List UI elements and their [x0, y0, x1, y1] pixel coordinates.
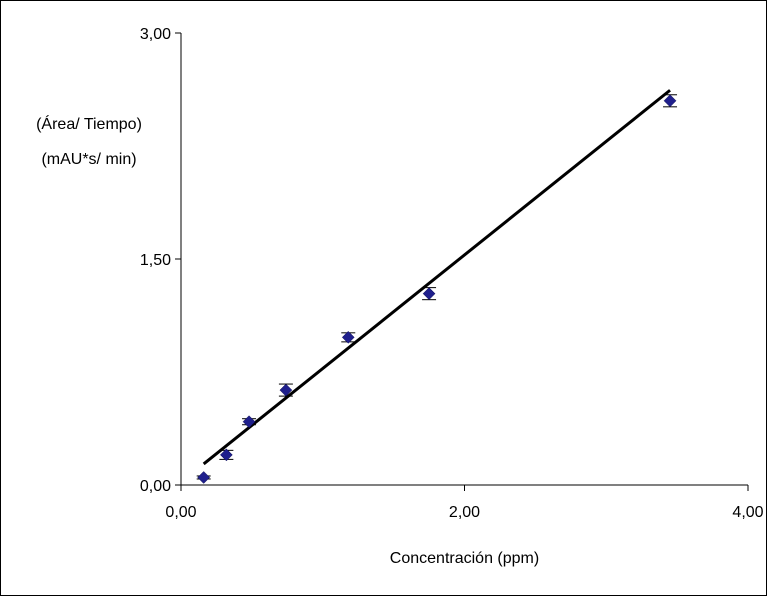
y-axis-title-line-2: (mAU*s/ min) [41, 151, 136, 168]
y-axis-title-line-1: (Área/ Tiempo) [36, 114, 142, 133]
x-tick-label: 2,00 [449, 504, 480, 521]
data-point [422, 287, 436, 301]
data-point [197, 471, 211, 484]
x-axis-title: Concentración (ppm) [390, 550, 539, 567]
x-tick-label: 0,00 [165, 504, 196, 521]
y-tick-label: 0,00 [140, 478, 171, 495]
data-point [341, 330, 355, 344]
data-points [196, 94, 678, 484]
data-point [242, 415, 256, 429]
data-point [220, 448, 233, 462]
axis-titles: Concentración (ppm) (Área/ Tiempo) (mAU*s/… [36, 114, 539, 567]
data-point [279, 383, 293, 397]
data-point [663, 94, 677, 108]
y-tick-label: 3,00 [140, 26, 171, 43]
y-tick-label: 1,50 [140, 252, 171, 269]
fit-line [202, 89, 671, 466]
axes [180, 33, 748, 486]
fit-line-group [202, 89, 671, 466]
ticks: 0,00 1,50 3,00 0,00 2,00 4,00 [140, 26, 764, 521]
x-tick-label: 4,00 [732, 504, 763, 521]
